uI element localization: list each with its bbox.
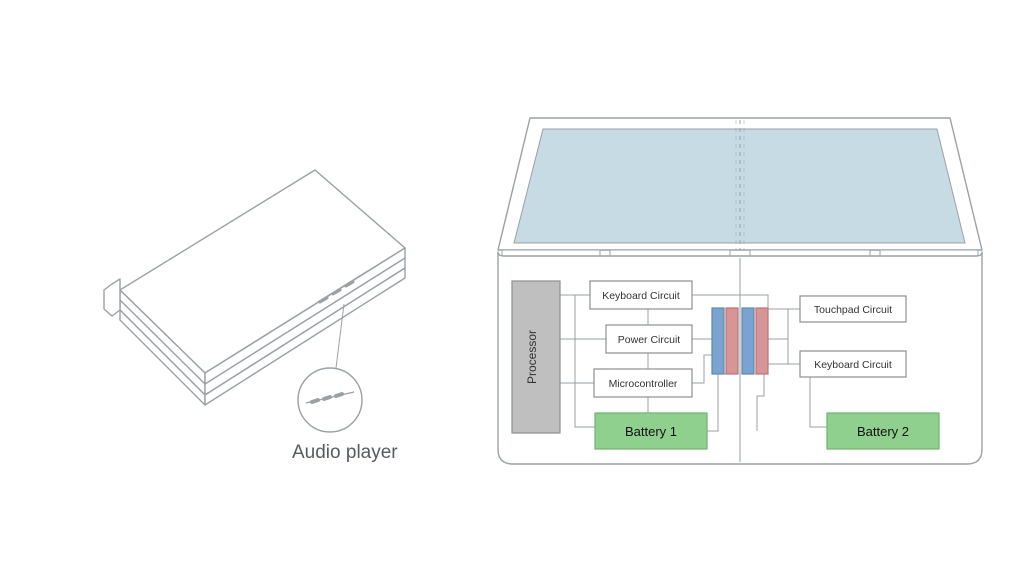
diagram-svg: Audio player Processor Keyboard Circuit Po… (0, 0, 1024, 570)
keyboard-circuit-left-label: Keyboard Circuit (602, 290, 680, 302)
connector-left-blue (712, 308, 724, 374)
microcontroller-label: Microcontroller (609, 378, 678, 390)
battery-2-label: Battery 2 (857, 424, 909, 439)
connector-left-red (726, 308, 738, 374)
battery-1-label: Battery 1 (625, 424, 677, 439)
audio-player-label: Audio player (292, 442, 398, 463)
folded-device-diagram: Audio player (104, 170, 405, 463)
touchpad-circuit-label: Touchpad Circuit (814, 304, 892, 316)
laptop-internals-diagram: Processor Keyboard Circuit Power Circuit Mi… (498, 118, 982, 464)
connector-right-blue (742, 308, 754, 374)
processor-block-label: Processor (525, 330, 539, 384)
connector-right-red (756, 308, 768, 374)
diagram-canvas: Audio player Processor Keyboard Circuit Po… (0, 0, 1024, 570)
power-circuit-label: Power Circuit (618, 334, 681, 346)
keyboard-circuit-right-label: Keyboard Circuit (814, 359, 892, 371)
